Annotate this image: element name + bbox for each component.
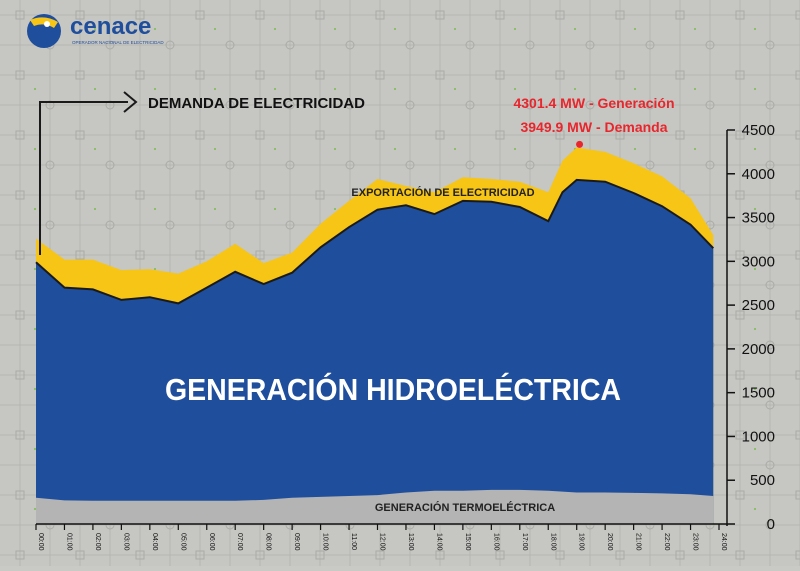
- x-tick-label: 17:00: [521, 533, 528, 551]
- x-tick-label: 08:00: [265, 533, 272, 551]
- x-tick-label: 19:00: [578, 533, 585, 551]
- hydro-label: GENERACIÓN HIDROELÉCTRICA: [165, 372, 621, 407]
- y-tick-label: 2000: [742, 341, 775, 358]
- x-tick-label: 23:00: [692, 533, 699, 551]
- thermo-label: GENERACIÓN TERMOELÉCTRICA: [375, 501, 555, 514]
- x-tick-label: 22:00: [663, 533, 670, 551]
- y-tick-label: 0: [767, 516, 775, 533]
- x-tick-label: 20:00: [606, 533, 613, 551]
- x-tick-label: 16:00: [492, 533, 499, 551]
- x-tick-label: 06:00: [208, 533, 215, 551]
- cenace-logo: cenace OPERADOR NACIONAL DE ELECTRICIDAD: [27, 13, 164, 48]
- x-tick-label: 21:00: [635, 533, 642, 551]
- x-tick-label: 10:00: [322, 533, 329, 551]
- export-label: EXPORTACIÓN DE ELECTRICIDAD: [351, 186, 534, 199]
- x-tick-label: 03:00: [122, 533, 129, 551]
- thermo-area: [36, 489, 714, 524]
- peak-marker: [576, 140, 584, 148]
- y-tick-label: 4500: [742, 122, 775, 139]
- x-tick-label: 11:00: [350, 533, 357, 550]
- y-tick-label: 3500: [742, 210, 775, 227]
- x-axis-ticks: 00:00 01:00 02:00 03:00 04:00 05:00 06:00 07:00…: [35, 524, 727, 551]
- x-tick-label: 14:00: [435, 533, 442, 551]
- x-tick-label: 04:00: [151, 533, 158, 551]
- x-tick-label: 07:00: [236, 533, 243, 551]
- y-tick-label: 500: [750, 472, 775, 489]
- x-tick-label: 02:00: [94, 533, 101, 551]
- y-tick-label: 3000: [742, 253, 775, 270]
- y-tick-label: 4000: [742, 166, 775, 183]
- logo-wordmark: cenace: [70, 13, 151, 40]
- x-tick-label: 05:00: [179, 533, 186, 551]
- y-tick-label: 1000: [742, 428, 775, 445]
- x-tick-label: 13:00: [407, 533, 414, 551]
- x-tick-label: 18:00: [549, 533, 556, 551]
- logo-tagline: OPERADOR NACIONAL DE ELECTRICIDAD: [72, 40, 164, 45]
- demand-line: [35, 178, 715, 305]
- demand-arrow: [39, 91, 138, 255]
- hydro-area: [36, 179, 714, 524]
- peak-generation-label: 4301.4 MW - Generación: [513, 95, 674, 111]
- x-tick-label: 09:00: [293, 533, 300, 551]
- x-tick-label: 24:00: [720, 533, 727, 551]
- demand-label: DEMANDA DE ELECTRICIDAD: [148, 95, 365, 112]
- y-tick-label: 2500: [742, 297, 775, 314]
- x-tick-label: 12:00: [379, 533, 386, 551]
- y-axis-ticks: 4500 4000 3500 3000 2500 2000 1500 1000 500 0: [727, 122, 775, 533]
- x-tick-label: 00:00: [37, 533, 44, 551]
- x-tick-label: 15:00: [464, 533, 471, 551]
- peak-demand-label: 3949.9 MW - Demanda: [520, 119, 667, 135]
- x-tick-label: 01:00: [65, 533, 72, 551]
- y-tick-label: 1500: [742, 385, 775, 402]
